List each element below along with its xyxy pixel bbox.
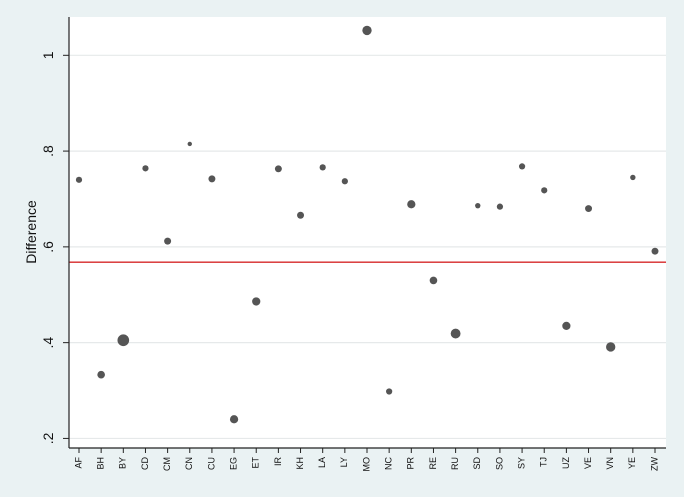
x-tick-label: TJ (539, 457, 549, 467)
axes (63, 17, 666, 453)
y-tick-label: .6 (40, 241, 56, 253)
data-point (496, 203, 504, 210)
x-tick-label: CU (206, 457, 216, 470)
data-point (651, 247, 659, 255)
x-tick-label: VN (605, 457, 615, 470)
y-tick-label: .8 (40, 145, 56, 157)
x-tick-label: ET (251, 457, 261, 469)
x-tick-label: ZW (649, 457, 659, 471)
x-tick-label: KH (295, 457, 305, 470)
data-point (450, 328, 461, 339)
data-point (585, 205, 593, 213)
x-tick-label: AF (73, 457, 83, 469)
data-point (187, 141, 192, 147)
data-point (541, 187, 548, 194)
gridlines (69, 54, 666, 440)
data-point (142, 165, 149, 172)
tick-labels: .2 .4 .6 .8 1 AF BH BY CD CM CN CU EG ET IR KH LA LY MO NC P… (40, 51, 659, 471)
data-points (75, 25, 659, 424)
data-point (362, 25, 372, 36)
data-point (341, 178, 348, 185)
plot-area (69, 17, 666, 448)
x-tick-label: CD (140, 457, 150, 470)
data-point (429, 276, 438, 285)
data-point (297, 211, 305, 219)
x-tick-label: PR (406, 457, 416, 470)
x-tick-label: BH (96, 457, 106, 470)
data-point (75, 176, 83, 183)
x-tick-label: SD (472, 457, 482, 470)
data-point (97, 370, 105, 379)
data-point (274, 165, 282, 173)
x-tick-label: SO (494, 457, 504, 470)
data-point (475, 202, 481, 209)
data-point (208, 175, 216, 183)
data-point (630, 174, 636, 181)
x-tick-label: MO (361, 457, 371, 472)
x-tick-label: LY (339, 457, 349, 467)
data-point (164, 237, 172, 245)
data-point (606, 342, 616, 352)
data-point (229, 415, 239, 424)
x-tick-label: VE (583, 457, 593, 469)
x-tick-label: RU (450, 457, 460, 470)
x-tick-label: LA (317, 457, 327, 468)
y-axis-title: Difference (23, 200, 39, 264)
data-point (117, 334, 130, 347)
data-point (319, 164, 326, 171)
x-tick-label: IR (273, 456, 283, 466)
x-tick-label: UZ (561, 457, 571, 469)
y-tick-label: .4 (40, 337, 56, 349)
data-point (407, 200, 416, 209)
y-tick-label: .2 (40, 432, 56, 444)
data-point (386, 388, 393, 395)
data-point (252, 297, 261, 306)
data-point (562, 321, 571, 331)
x-tick-label: EG (228, 457, 238, 470)
x-tick-label: BY (118, 457, 128, 469)
data-point (518, 163, 526, 170)
x-tick-label: SY (516, 457, 526, 469)
x-tick-label: CM (162, 457, 172, 471)
y-tick-label: 1 (40, 51, 56, 59)
x-tick-label: RE (428, 457, 438, 470)
x-tick-label: NC (384, 457, 394, 470)
x-tick-label: YE (627, 457, 637, 469)
x-tick-label: CN (184, 457, 194, 470)
